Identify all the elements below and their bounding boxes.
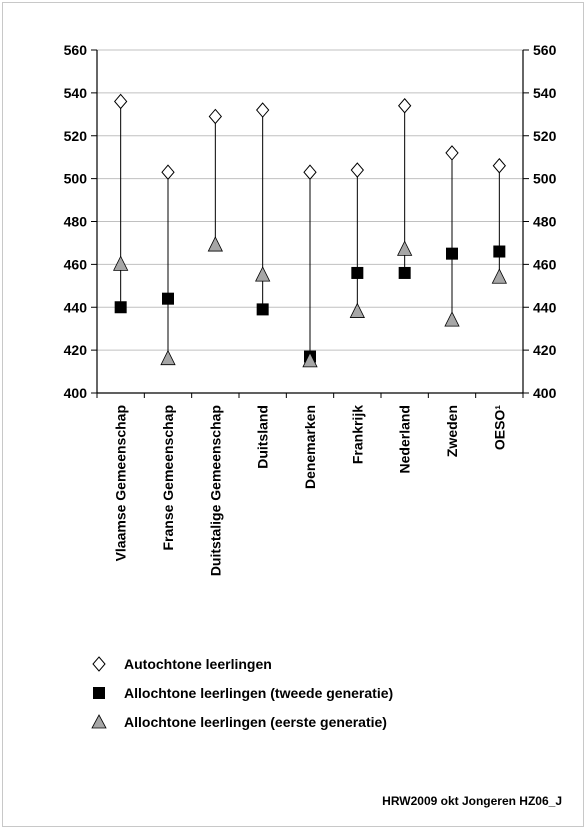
tweede-generatie-marker <box>256 303 269 316</box>
category-label: Duitsland <box>255 405 271 469</box>
left-tick-label: 560 <box>64 42 88 58</box>
left-tick-label: 480 <box>64 214 88 230</box>
autochtone-marker <box>114 93 128 110</box>
right-tick-label: 460 <box>533 256 557 272</box>
autochtone-marker <box>256 102 270 118</box>
triangle-marker-icon <box>91 714 107 729</box>
autochtone-marker <box>492 157 506 174</box>
autochtone-marker <box>208 108 222 125</box>
tweede-generatie-marker <box>398 266 411 279</box>
legend-label: Allochtone leerlingen (tweede generatie) <box>124 685 394 701</box>
eerste-generatie-marker <box>113 255 129 271</box>
category-label: Denemarken <box>302 405 318 489</box>
category-label: Nederland <box>397 405 413 473</box>
tweede-generatie-marker <box>351 266 364 279</box>
eerste-generatie-marker <box>160 349 176 366</box>
right-tick-label: 500 <box>533 171 557 187</box>
autochtone-marker <box>303 164 317 180</box>
tweede-generatie-marker <box>446 247 458 260</box>
right-tick-label: 560 <box>533 42 557 58</box>
autochtone-marker <box>161 164 175 180</box>
left-tick-label: 460 <box>64 256 88 272</box>
left-tick-label: 540 <box>64 85 88 101</box>
left-tick-label: 520 <box>64 128 88 144</box>
eerste-generatie-marker <box>397 240 413 256</box>
tweede-generatie-marker <box>162 292 174 305</box>
category-label: Vlaamse Gemeenschap <box>113 405 129 561</box>
right-tick-label: 540 <box>533 85 557 101</box>
eerste-generatie-marker <box>255 266 271 282</box>
tweede-generatie-marker <box>114 301 127 314</box>
eerste-generatie-marker <box>444 311 460 327</box>
eerste-generatie-marker <box>207 236 223 252</box>
left-tick-label: 400 <box>64 385 88 401</box>
right-tick-label: 400 <box>533 385 557 401</box>
left-tick-label: 440 <box>64 299 88 315</box>
category-label: Zweden <box>444 405 460 457</box>
left-tick-label: 420 <box>64 342 88 358</box>
category-label: Duitstalige Gemeenschap <box>207 405 223 576</box>
eerste-generatie-marker <box>349 302 365 318</box>
square-marker-icon <box>93 687 105 699</box>
tweede-generatie-marker <box>493 245 506 258</box>
autochtone-marker <box>398 97 412 114</box>
autochtone-marker <box>350 162 364 178</box>
diamond-marker-icon <box>92 656 106 672</box>
right-tick-label: 520 <box>533 128 557 144</box>
legend-label: Allochtone leerlingen (eerste generatie) <box>124 714 387 730</box>
category-label: OESO¹ <box>491 405 507 450</box>
left-tick-label: 500 <box>64 171 88 187</box>
right-tick-label: 440 <box>533 299 557 315</box>
right-tick-label: 420 <box>533 342 557 358</box>
autochtone-marker <box>445 145 459 161</box>
category-label: Franse Gemeenschap <box>160 405 176 551</box>
legend-label: Autochtone leerlingen <box>124 656 272 672</box>
eerste-generatie-marker <box>491 268 507 284</box>
right-tick-label: 480 <box>533 214 557 230</box>
credit-text: HRW2009 okt Jongeren HZ06_J <box>382 794 562 808</box>
eerste-generatie-marker <box>302 351 318 368</box>
category-label: Frankrijk <box>349 405 365 464</box>
